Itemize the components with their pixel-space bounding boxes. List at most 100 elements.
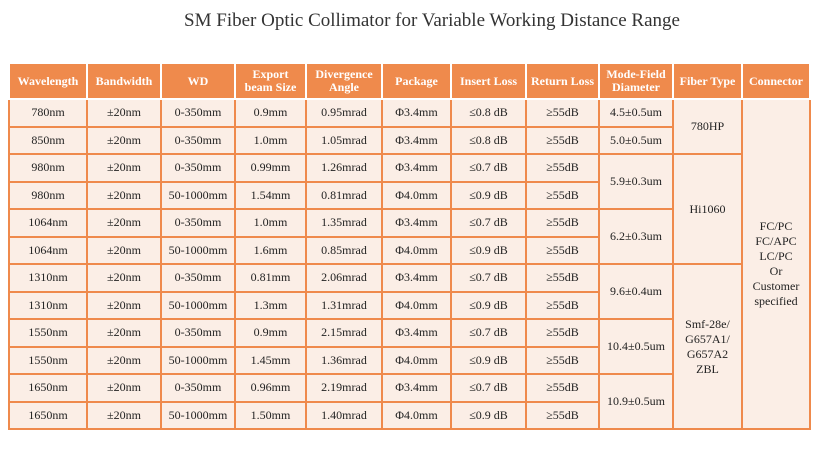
table-cell: ±20nm <box>86 208 162 238</box>
mode-field-cell: 9.6±0.4um <box>598 263 674 320</box>
column-header: Mode-Field Diameter <box>598 62 674 100</box>
table-cell: ≤0.9 dB <box>450 235 527 265</box>
table-cell: 1310nm <box>8 290 88 320</box>
table-row: 1064nm ±20nm 0-350mm 1.0mm 1.35mrad Φ3.4mm ≤0.… <box>8 208 810 265</box>
table-cell: Φ4.0mm <box>381 345 452 375</box>
table-cell: 50-1000mm <box>160 290 236 320</box>
table-row: 1064nm ±20nm 50-1000mm 1.6mm 0.85mrad Φ4.0mm ≤… <box>8 235 810 265</box>
mode-field-cell: 6.2±0.3um <box>598 208 674 265</box>
table-cell: ≤0.9 dB <box>450 345 527 375</box>
table-cell: 0-350mm <box>160 373 236 403</box>
table-cell: 1.3mm <box>234 290 307 320</box>
table-cell: ≤0.9 dB <box>450 180 527 210</box>
table-cell: Φ3.4mm <box>381 263 452 293</box>
table-cell: 1650nm <box>8 400 88 430</box>
table-cell: 50-1000mm <box>160 400 236 430</box>
column-header: Connector <box>741 62 811 100</box>
table-cell: 1.54mm <box>234 180 307 210</box>
table-cell: 980nm <box>8 180 88 210</box>
table-cell: 2.15mrad <box>305 318 383 348</box>
table-cell: ±20nm <box>86 235 162 265</box>
page-title: SM Fiber Optic Collimator for Variable W… <box>184 10 680 31</box>
table-cell: 1.45mm <box>234 345 307 375</box>
connector-cell: FC/PC FC/APC LC/PC Or Customer specified <box>741 98 811 430</box>
table-row: 1310nm ±20nm 50-1000mm 1.3mm 1.31mrad Φ4.0mm ≤… <box>8 290 810 320</box>
table-cell: 1.05mrad <box>305 125 383 155</box>
table-cell: ≥55dB <box>525 345 600 375</box>
table-cell: 0-350mm <box>160 263 236 293</box>
mode-field-cell: 4.5±0.5um <box>598 98 674 128</box>
table-row: 1550nm ±20nm 50-1000mm 1.45mm 1.36mrad Φ4.0mm… <box>8 345 810 375</box>
table-cell: ≤0.8 dB <box>450 125 527 155</box>
table-row: 980nm ±20nm 50-1000mm 1.54mm 0.81mrad Φ4.0mm ≤… <box>8 180 810 210</box>
header-row: Wavelength Bandwidth WD Export beam Size Div… <box>8 62 811 100</box>
spec-table: Wavelength Bandwidth WD Export beam Size Div… <box>8 62 811 430</box>
table-cell: 0-350mm <box>160 318 236 348</box>
table-cell: ±20nm <box>86 345 162 375</box>
table-cell: ≥55dB <box>525 235 600 265</box>
table-cell: 1064nm <box>8 208 88 238</box>
table-cell: Φ3.4mm <box>381 153 452 183</box>
table-cell: ≥55dB <box>525 125 600 155</box>
mode-field-cell: 5.0±0.5um <box>598 125 674 155</box>
table-cell: 0-350mm <box>160 125 236 155</box>
table-cell: Φ4.0mm <box>381 290 452 320</box>
table-cell: ≥55dB <box>525 318 600 348</box>
table-cell: 1064nm <box>8 235 88 265</box>
table-cell: 0.96mm <box>234 373 307 403</box>
table-row: 1550nm ±20nm 0-350mm 0.9mm 2.15mrad Φ3.4mm ≤0.… <box>8 318 810 375</box>
table-cell: 1.26mrad <box>305 153 383 183</box>
mode-field-cell: 10.4±0.5um <box>598 318 674 375</box>
table-cell: 2.06mrad <box>305 263 383 293</box>
table-cell: ≥55dB <box>525 180 600 210</box>
table-cell: ≥55dB <box>525 373 600 403</box>
table-cell: ±20nm <box>86 290 162 320</box>
table-cell: 0.99mm <box>234 153 307 183</box>
table-cell: ≤0.9 dB <box>450 290 527 320</box>
column-header: Export beam Size <box>234 62 307 100</box>
table-cell: ≤0.7 dB <box>450 153 527 183</box>
table-row: 1310nm ±20nm 0-350mm 0.81mm 2.06mrad Φ3.4mm ≤0… <box>8 263 810 430</box>
mode-field-cell: 5.9±0.3um <box>598 153 674 210</box>
column-header: Bandwidth <box>86 62 162 100</box>
table-cell: 850nm <box>8 125 88 155</box>
table-cell: 1650nm <box>8 373 88 403</box>
fiber-type-cell: Hi1060 <box>672 153 743 265</box>
mode-field-cell: 10.9±0.5um <box>598 373 674 430</box>
table-cell: ±20nm <box>86 125 162 155</box>
table-cell: 2.19mrad <box>305 373 383 403</box>
table-cell: ≤0.7 dB <box>450 373 527 403</box>
table-cell: 0.81mrad <box>305 180 383 210</box>
table-cell: 1.6mm <box>234 235 307 265</box>
table-cell: ≤0.7 dB <box>450 208 527 238</box>
table-cell: Φ4.0mm <box>381 235 452 265</box>
table-cell: ±20nm <box>86 263 162 293</box>
table-cell: 1.50mm <box>234 400 307 430</box>
table-cell: 0.95mrad <box>305 98 383 128</box>
column-header: Return Loss <box>525 62 600 100</box>
table-cell: 0-350mm <box>160 98 236 128</box>
table-row: 1650nm ±20nm 0-350mm 0.96mm 2.19mrad Φ3.4mm ≤0… <box>8 373 810 430</box>
table-cell: 1.31mrad <box>305 290 383 320</box>
table-cell: ≥55dB <box>525 290 600 320</box>
table-row: 780nm ±20nm 0-350mm 0.9mm 0.95mrad Φ3.4mm ≤0.8… <box>8 98 811 430</box>
table-row: 980nm ±20nm 0-350mm 0.99mm 1.26mrad Φ3.4mm ≤0.… <box>8 153 810 265</box>
fiber-type-cell: Smf-28e/G657A1/G657A2 ZBL <box>672 263 743 430</box>
table-cell: Φ3.4mm <box>381 373 452 403</box>
table-cell: 1550nm <box>8 318 88 348</box>
table-cell: Φ3.4mm <box>381 125 452 155</box>
table-cell: 0.9mm <box>234 98 307 128</box>
table-cell: 0.85mrad <box>305 235 383 265</box>
table-cell: ±20nm <box>86 153 162 183</box>
table-cell: 1.0mm <box>234 208 307 238</box>
table-cell: ±20nm <box>86 318 162 348</box>
table-cell: 780nm <box>8 98 88 128</box>
table-cell: 0.9mm <box>234 318 307 348</box>
table-cell: 1.40mrad <box>305 400 383 430</box>
table-cell: 50-1000mm <box>160 345 236 375</box>
table-cell: 0.81mm <box>234 263 307 293</box>
column-header: Package <box>381 62 452 100</box>
column-header: Insert Loss <box>450 62 527 100</box>
table-cell: 1.0mm <box>234 125 307 155</box>
table-cell: 980nm <box>8 153 88 183</box>
